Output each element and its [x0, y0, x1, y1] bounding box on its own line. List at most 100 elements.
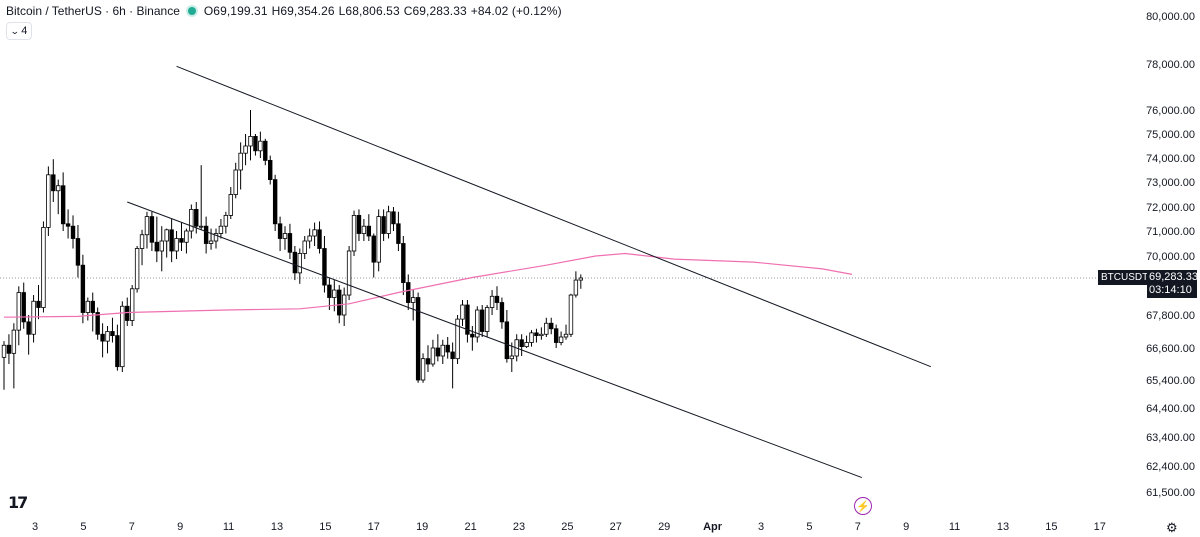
time-tick-label: Apr	[703, 521, 723, 533]
candle-body	[450, 351, 455, 360]
candle-body	[337, 289, 342, 316]
candle-body	[568, 294, 574, 335]
candle-body	[410, 297, 416, 303]
time-tick-label: 17	[368, 521, 380, 533]
candle-body	[223, 214, 229, 227]
candle-body	[21, 292, 26, 323]
tradingview-logo-icon[interactable]: 17	[8, 493, 28, 512]
candle-body	[287, 233, 293, 253]
candle-body	[60, 185, 66, 225]
candle-body	[504, 321, 510, 360]
moving-average-path	[3, 252, 853, 318]
high-value: H69,354.26	[271, 4, 335, 18]
candle-body	[327, 284, 332, 298]
indicators-toggle-button[interactable]: ⌄ 4	[6, 22, 32, 40]
candle-body	[415, 297, 421, 381]
candle-body	[41, 226, 46, 308]
indicator-count: 4	[21, 25, 28, 37]
time-tick-label: 9	[177, 521, 183, 533]
candle-body	[6, 344, 12, 354]
candle-body	[213, 233, 219, 242]
candle-body	[75, 238, 81, 266]
candle-body	[346, 250, 352, 296]
candle-body	[258, 140, 263, 152]
price-tick-label: 65,400.00	[1146, 375, 1195, 387]
candle-body	[406, 282, 411, 303]
price-tick-label: 61,500.00	[1146, 487, 1195, 499]
price-tick-label: 74,000.00	[1146, 153, 1195, 165]
time-tick-label: 11	[949, 521, 960, 533]
symbol-price-tag: BTCUSDT	[1098, 270, 1152, 285]
price-tick-label: 73,000.00	[1146, 177, 1195, 189]
candle-body	[356, 214, 362, 234]
candle-body	[203, 225, 209, 244]
candle-body	[125, 305, 130, 321]
candle-body	[115, 335, 120, 368]
candle-body	[263, 140, 268, 161]
candle-body	[90, 300, 95, 313]
candle-body	[430, 347, 436, 365]
time-tick-label: 29	[658, 521, 670, 533]
time-tick-label: 21	[464, 521, 476, 533]
candlestick-series	[1, 110, 584, 390]
channel-lower-line	[127, 201, 862, 479]
candle-body	[208, 240, 214, 244]
last-price-tag: 69,283.33 03:14:10	[1147, 270, 1198, 298]
time-tick-label: 3	[32, 521, 38, 533]
candle-body	[282, 233, 288, 239]
candle-body	[425, 358, 431, 365]
candle-body	[401, 243, 406, 283]
candle-body	[317, 229, 322, 249]
candle-body	[164, 229, 169, 242]
candle-body	[134, 248, 140, 290]
candle-body	[351, 214, 357, 252]
candle-body	[100, 333, 105, 342]
candle-body	[494, 295, 500, 303]
moving-average-line	[3, 252, 853, 318]
candle-body	[563, 333, 569, 338]
candle-body	[198, 225, 204, 228]
symbol-title[interactable]: Bitcoin / TetherUS · 6h · Binance	[6, 4, 180, 18]
price-tick-label: 64,400.00	[1146, 403, 1195, 415]
price-tick-label: 80,000.00	[1146, 11, 1195, 23]
candle-body	[51, 174, 56, 192]
candle-body	[268, 159, 273, 180]
price-tick-label: 71,000.00	[1146, 226, 1195, 238]
candle-body	[233, 169, 238, 195]
candle-body	[179, 238, 184, 243]
candle-body	[529, 332, 534, 343]
price-tick-label: 67,800.00	[1146, 310, 1195, 322]
candle-body	[297, 253, 302, 274]
candle-body	[149, 216, 155, 243]
candle-body	[475, 309, 480, 338]
candle-body	[292, 251, 298, 274]
candle-body	[302, 240, 307, 254]
candle-body	[120, 305, 125, 368]
price-tick-label: 75,000.00	[1146, 129, 1195, 141]
chevron-down-icon: ⌄	[9, 25, 20, 36]
time-tick-label: 7	[855, 521, 861, 533]
gear-icon[interactable]: ⚙	[1166, 520, 1178, 535]
time-tick-label: 23	[513, 521, 525, 533]
candle-body	[139, 234, 145, 249]
candle-body	[56, 185, 61, 192]
candle-body	[435, 347, 441, 357]
candle-body	[218, 225, 224, 234]
candle-body	[95, 312, 100, 335]
lightning-icon[interactable]: ⚡	[854, 497, 872, 515]
candle-body	[396, 223, 401, 244]
candle-body	[110, 331, 115, 337]
candle-body	[484, 307, 490, 332]
candle-body	[26, 321, 31, 335]
time-axis: 3 5 7 9 11 13 15 17 19 21 23 25 27 29 Apr 3 5 7 9 11 13 15 17	[32, 521, 1106, 533]
time-tick-label: 13	[997, 521, 1009, 533]
bar-countdown: 03:14:10	[1149, 284, 1192, 296]
candle-body	[253, 135, 258, 152]
last-price-value: 69,283.33	[1149, 271, 1198, 283]
time-tick-label: 27	[610, 521, 622, 533]
candle-body	[381, 216, 386, 234]
candle-body	[470, 333, 475, 338]
candle-body	[332, 289, 337, 298]
candle-body	[1, 344, 7, 358]
